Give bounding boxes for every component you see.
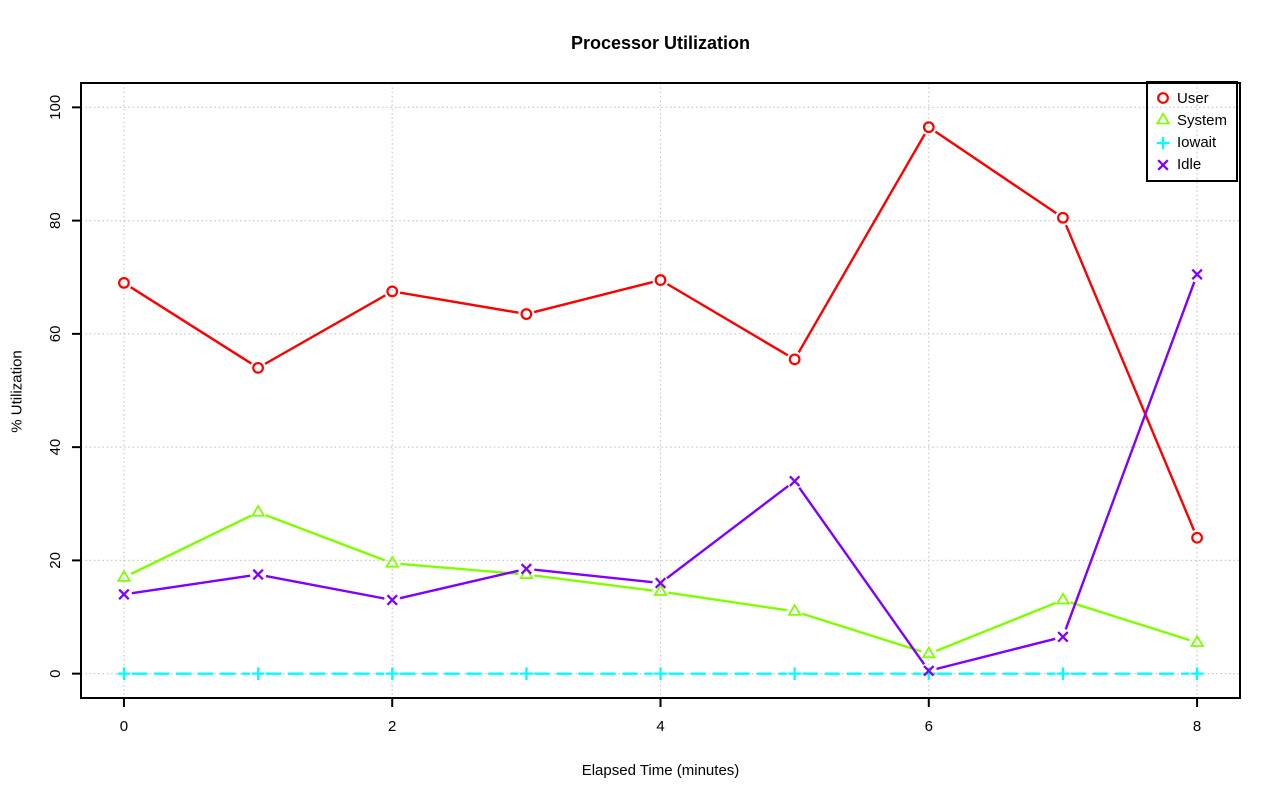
- plot-box: [80, 82, 1241, 699]
- data-point-system-0: [116, 569, 132, 582]
- series-line-idle-seg-1: [265, 574, 385, 600]
- data-point-system-1: [250, 504, 266, 517]
- data-point-user-5: [788, 353, 801, 366]
- series-line-idle-seg-4: [666, 484, 789, 580]
- data-point-user-7: [1057, 211, 1069, 224]
- data-point-system-6: [921, 645, 937, 659]
- data-point-idle-1: [252, 568, 264, 581]
- user-marker-glyph: [1157, 92, 1169, 105]
- y-tick-label-100: 100: [47, 95, 64, 120]
- idle-marker-glyph: [1157, 159, 1169, 171]
- data-point-iowait-0: [117, 667, 131, 680]
- y-tick-label-0: 0: [47, 669, 64, 677]
- chart-title: Processor Utilization: [570, 33, 751, 53]
- data-point-iowait-7: [1056, 667, 1070, 680]
- legend-item-system: System: [1154, 110, 1236, 131]
- series-line-system-seg-4: [668, 591, 787, 612]
- data-point-system-2: [384, 555, 400, 568]
- data-point-user-0: [118, 277, 130, 289]
- data-point-idle-0: [118, 588, 130, 600]
- data-point-user-4: [654, 274, 667, 286]
- iowait-series-marker-icon: [1156, 136, 1170, 149]
- data-point-idle-7: [1057, 631, 1069, 643]
- series-line-system-seg-2: [400, 562, 519, 576]
- data-point-system-8: [1189, 634, 1205, 647]
- series-line-system-seg-0: [130, 514, 252, 575]
- data-point-user-3: [520, 308, 533, 320]
- system-marker-glyph: [1155, 112, 1171, 125]
- x-axis-title: Elapsed Time (minutes): [581, 762, 740, 779]
- series-line-idle-seg-0: [131, 574, 251, 595]
- legend-item-iowait: Iowait: [1154, 132, 1236, 153]
- series-line-user-seg-3: [533, 280, 654, 314]
- data-point-system-7: [1055, 592, 1071, 605]
- y-tick-label-80: 80: [47, 212, 64, 229]
- legend-label-idle: Idle: [1177, 156, 1202, 174]
- x-tick-label-8: 8: [1193, 718, 1201, 735]
- data-point-idle-6: [923, 665, 935, 677]
- series-line-system-seg-6: [935, 601, 1056, 652]
- data-point-user-1: [252, 361, 264, 374]
- data-point-idle-2: [386, 594, 398, 606]
- data-point-iowait-2: [385, 667, 399, 680]
- data-point-idle-5: [789, 475, 801, 487]
- series-line-user-seg-6: [934, 130, 1057, 215]
- series-line-system-seg-3: [534, 574, 653, 592]
- data-point-iowait-8: [1190, 667, 1204, 680]
- legend-item-idle: Idle: [1154, 154, 1236, 175]
- legend-label-system: System: [1177, 111, 1228, 129]
- series-line-idle-seg-2: [399, 569, 519, 600]
- legend-label-user: User: [1177, 89, 1209, 107]
- series-line-user-seg-5: [797, 133, 926, 354]
- iowait-marker-glyph: [1156, 136, 1170, 149]
- data-point-iowait-4: [654, 667, 667, 680]
- idle-series-marker-icon: [1157, 159, 1169, 171]
- series-line-user-seg-7: [1064, 224, 1196, 531]
- series-line-idle-seg-3: [534, 568, 653, 584]
- series-line-idle-seg-6: [936, 637, 1056, 671]
- legend-label-iowait: Iowait: [1177, 134, 1217, 152]
- data-point-idle-4: [654, 577, 667, 589]
- x-tick-label-2: 2: [388, 718, 396, 735]
- data-point-system-5: [787, 603, 802, 616]
- x-tick-label-6: 6: [925, 718, 933, 735]
- data-point-idle-8: [1191, 268, 1203, 281]
- data-point-system-4: [653, 583, 668, 596]
- data-point-iowait-3: [520, 667, 533, 680]
- legend: User System Iowait Idle: [1146, 81, 1238, 182]
- data-point-iowait-5: [788, 667, 801, 680]
- series-line-system-seg-5: [801, 612, 922, 653]
- series-line-system-seg-7: [1070, 601, 1190, 642]
- system-series-marker-icon: [1155, 112, 1171, 125]
- series-line-user-seg-1: [264, 294, 386, 365]
- x-tick-label-4: 4: [656, 718, 664, 735]
- data-point-user-2: [386, 285, 399, 298]
- series-line-idle-seg-5: [798, 486, 926, 665]
- data-point-iowait-1: [251, 667, 265, 680]
- data-point-user-8: [1191, 531, 1203, 544]
- data-point-idle-3: [520, 563, 532, 575]
- series-line-idle-seg-7: [1064, 281, 1196, 630]
- y-tick-label-20: 20: [47, 552, 64, 569]
- y-axis-title: % Utilization: [8, 350, 26, 433]
- series-line-user-seg-0: [130, 286, 252, 365]
- user-series-marker-icon: [1157, 92, 1169, 105]
- data-point-user-6: [922, 121, 935, 134]
- x-tick-label-0: 0: [120, 718, 128, 735]
- series-line-system-seg-1: [265, 513, 386, 562]
- series-line-user-seg-2: [399, 291, 519, 314]
- legend-item-user: User: [1154, 88, 1236, 109]
- y-tick-label-40: 40: [47, 439, 64, 456]
- series-line-user-seg-4: [666, 283, 789, 357]
- y-tick-label-60: 60: [47, 326, 64, 343]
